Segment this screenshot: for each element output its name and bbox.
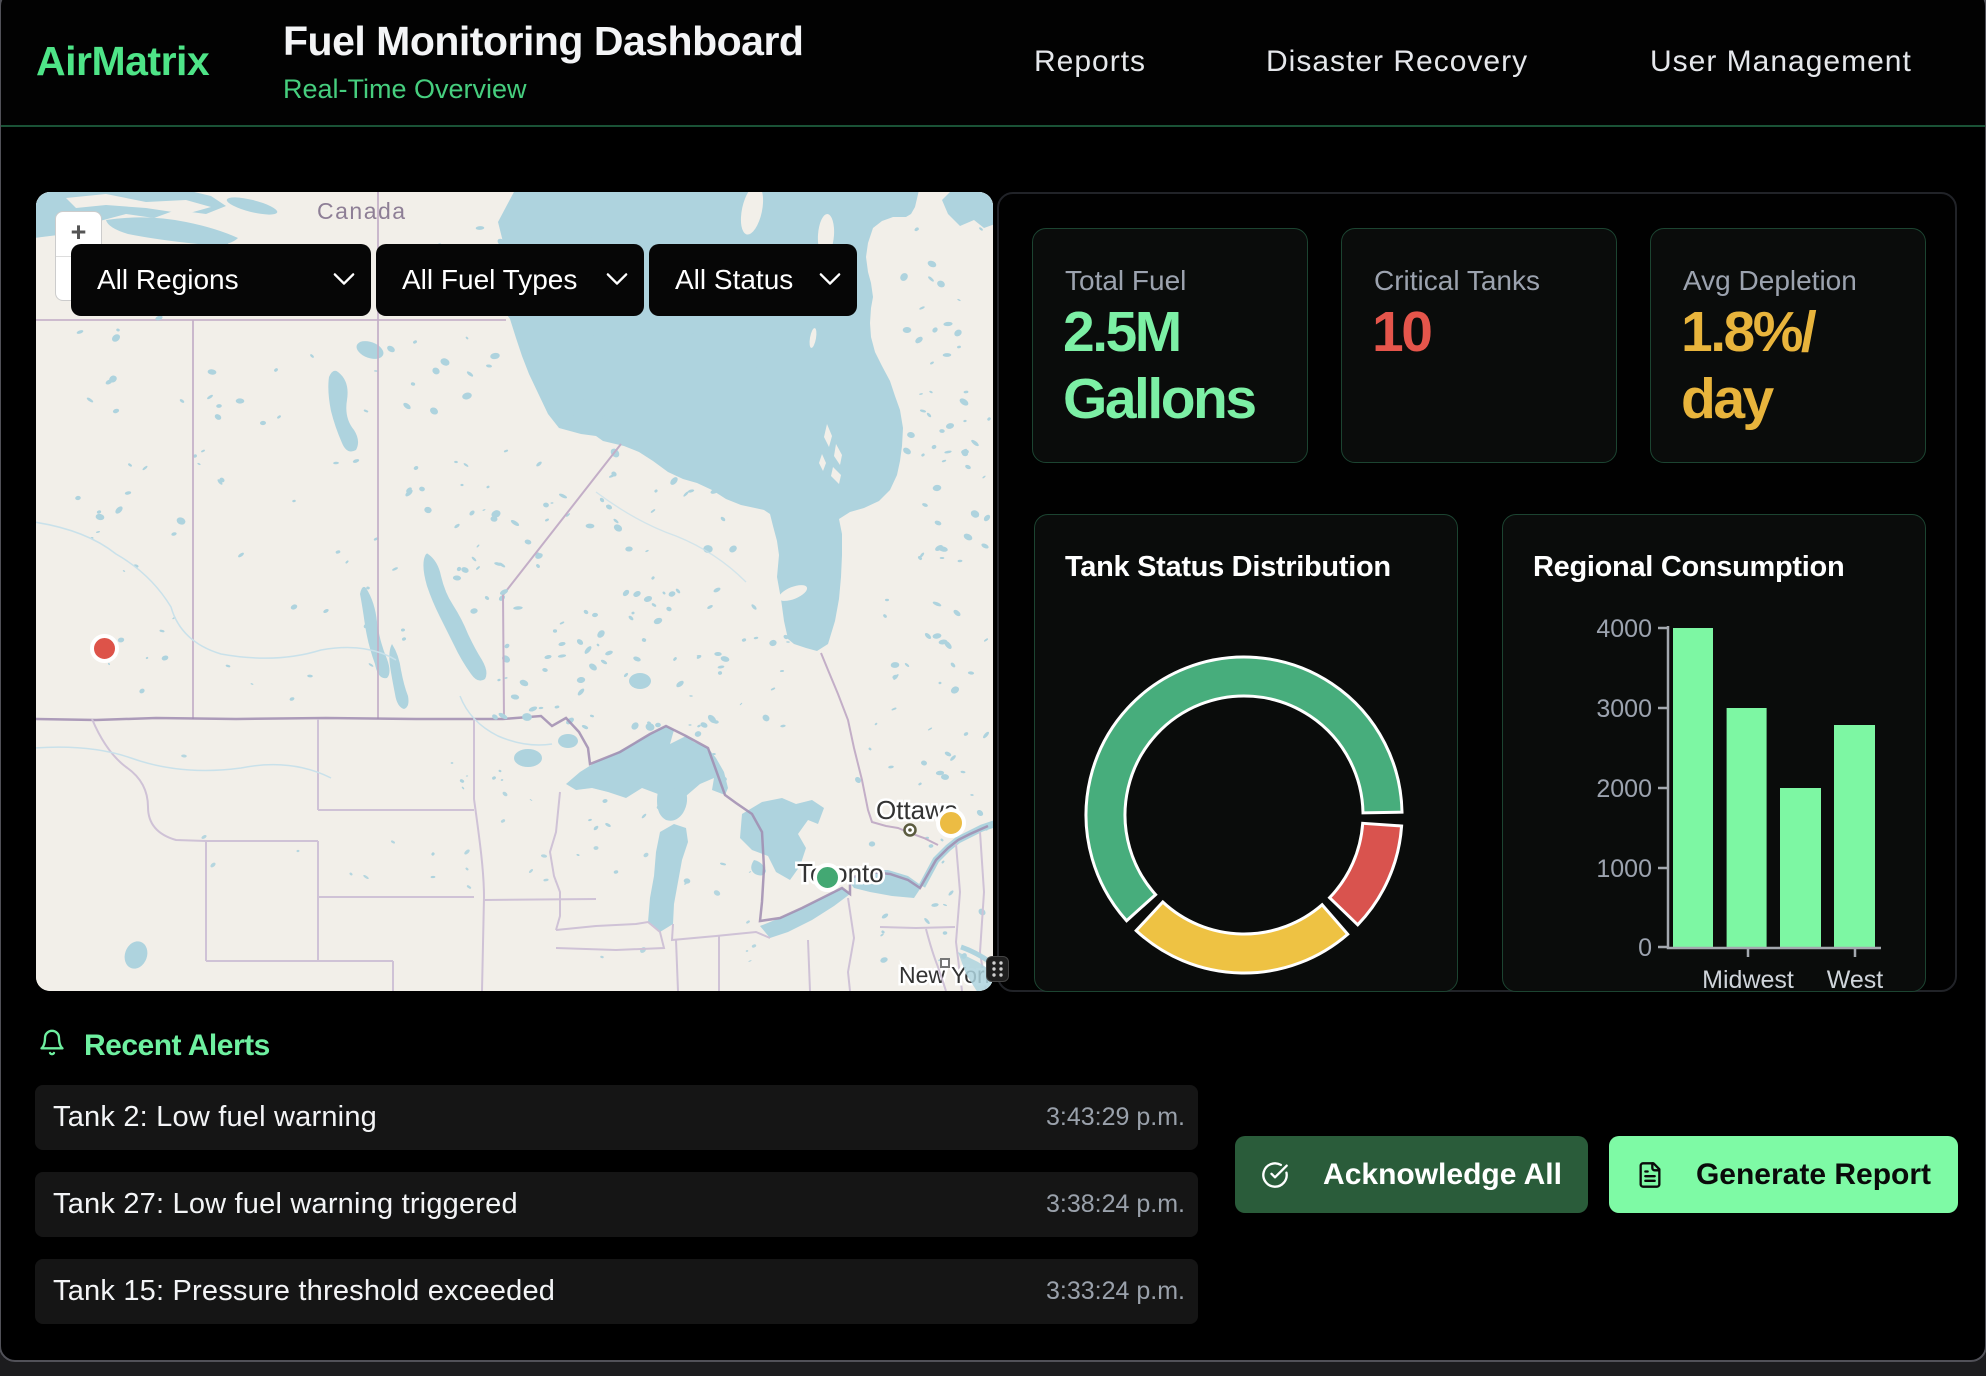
svg-text:West: West [1827, 966, 1884, 991]
svg-text:1000: 1000 [1596, 855, 1652, 883]
svg-text:3000: 3000 [1596, 695, 1652, 723]
svg-text:Canada: Canada [317, 198, 407, 224]
svg-text:0: 0 [1638, 934, 1652, 962]
svg-text:4000: 4000 [1596, 615, 1652, 643]
svg-text:Midwest: Midwest [1702, 966, 1794, 991]
svg-text:2000: 2000 [1596, 775, 1652, 803]
